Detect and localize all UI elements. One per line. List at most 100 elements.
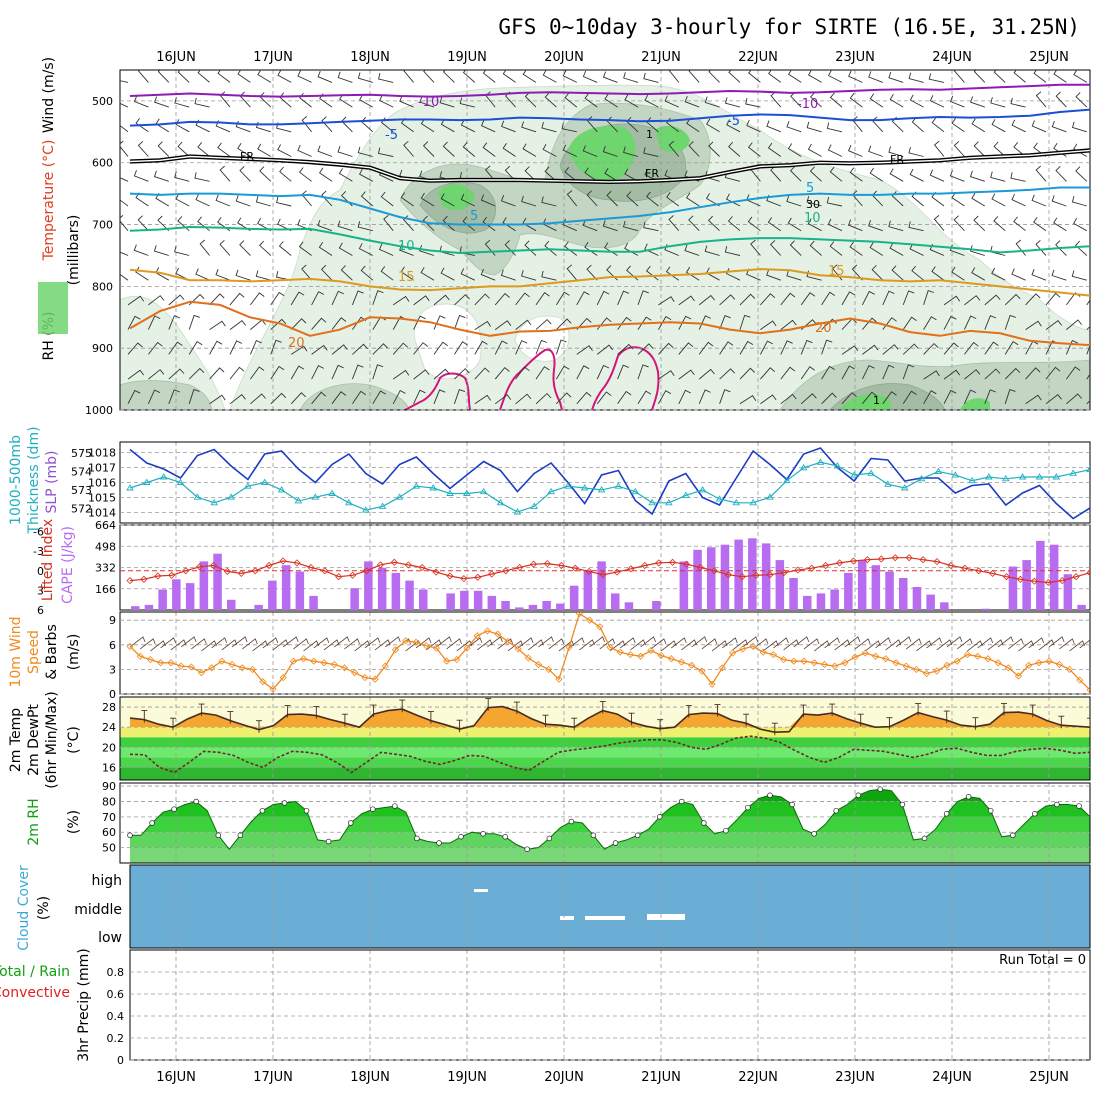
temp-area	[129, 698, 1090, 774]
rh-point	[502, 834, 508, 840]
precip-tick-label: 0.8	[107, 966, 125, 979]
wind-barb	[943, 315, 957, 330]
li-marker	[738, 573, 746, 581]
wind-barb	[943, 342, 959, 355]
wind-barb	[1051, 195, 1067, 207]
cape-bar	[364, 561, 373, 610]
li-marker	[627, 565, 635, 573]
li-marker	[279, 557, 287, 565]
wind-barb	[984, 389, 996, 404]
wind10m-barb	[599, 638, 616, 650]
wind-barb	[321, 190, 333, 207]
bottom-day-label: 22JUN	[738, 1070, 778, 1085]
li-marker	[432, 568, 440, 576]
wind-barb	[337, 146, 353, 157]
contour-label-fr-a: FR	[240, 150, 254, 163]
wind10m-barb	[1008, 638, 1024, 650]
wind-ylabel-d: (m/s)	[66, 634, 82, 671]
cape-tick-label: 498	[95, 540, 116, 553]
temp-tick-label: 28	[102, 701, 116, 714]
rh-point	[590, 832, 597, 839]
wind-barb	[419, 244, 435, 256]
bottom-day-label: 20JUN	[544, 1070, 584, 1085]
wind-barb	[474, 320, 491, 330]
cape-bar	[405, 580, 414, 610]
wind-barb	[564, 167, 578, 182]
wind-barb	[1075, 92, 1088, 108]
wind-barb	[500, 195, 516, 207]
wind-barb	[800, 366, 815, 380]
wind10m-marker	[300, 655, 308, 663]
li-marker	[808, 564, 816, 572]
rh-region-green-a	[568, 126, 636, 181]
wind-barb	[1013, 70, 1026, 83]
wind-barb	[964, 369, 981, 380]
li-marker	[321, 567, 329, 575]
cape-bar	[487, 595, 497, 610]
wind-barb	[1051, 269, 1067, 281]
rh-point	[149, 820, 155, 826]
wind-barb	[137, 70, 149, 83]
wind-barb	[460, 119, 476, 133]
wind-barb	[584, 241, 598, 256]
wind-barb	[868, 71, 883, 83]
wind-tick-label: 9	[109, 614, 116, 627]
wind-barb	[237, 70, 251, 83]
slp-tick-label: 1018	[88, 447, 116, 460]
li-marker	[766, 571, 774, 579]
wind10m-marker	[1045, 657, 1053, 665]
wind-barb	[862, 391, 877, 405]
li-marker	[1086, 569, 1090, 577]
wind-barb	[984, 368, 1001, 380]
wind-barb	[535, 392, 552, 405]
wind-barb	[1025, 394, 1042, 405]
temp-minmax-bar	[256, 720, 262, 733]
wind-barb	[1013, 142, 1026, 157]
wind-barb	[148, 295, 165, 306]
cloud-grid: high middle low	[74, 864, 1091, 949]
contour-label-1-b: 1	[873, 394, 880, 407]
top-day-label: 21JUN	[641, 50, 681, 65]
cape-bars	[131, 538, 1086, 610]
wind-barb	[821, 291, 836, 306]
li-marker	[474, 573, 482, 581]
wind-barb	[494, 366, 510, 380]
wind10m-marker	[555, 675, 563, 683]
wind-barb	[474, 340, 488, 355]
wind-barb	[868, 145, 883, 157]
wind-barb	[789, 166, 802, 182]
wind-barb	[800, 292, 816, 306]
wind-barb	[882, 391, 897, 405]
wind10m-marker	[361, 674, 369, 682]
wind10m-barb	[568, 637, 585, 649]
rh-tick-label: 90	[102, 780, 116, 793]
wind-barb	[964, 341, 979, 355]
ua-ylabel-wind: Wind (m/s)	[41, 57, 57, 133]
temp-minmax-bar	[628, 712, 635, 726]
temp-band	[120, 767, 1090, 780]
wind10m-line	[129, 612, 1090, 691]
wind10m-barb	[160, 637, 176, 649]
wind-barb	[440, 267, 455, 281]
wind-barb	[194, 172, 210, 182]
wind-barb	[535, 318, 552, 330]
wind-barb	[889, 168, 904, 182]
wind10m-marker	[871, 652, 880, 660]
wind-barb	[665, 266, 680, 281]
wind-barb	[923, 390, 937, 405]
wind-barb	[392, 295, 410, 306]
rh-point	[943, 811, 950, 817]
thickness-marker	[429, 484, 437, 491]
wind-barb	[596, 290, 610, 306]
wind-barb	[1004, 293, 1021, 306]
wind10m-barb	[589, 636, 605, 648]
wind-barb	[372, 364, 384, 380]
wind-barb	[809, 92, 822, 108]
wind10m-marker	[208, 664, 216, 672]
wind-barb	[544, 240, 557, 256]
wind-barb	[562, 218, 577, 232]
wind10m-panel: 9 6 3 0 10m Wind Speed & Barbs (m/s)	[8, 611, 1091, 701]
wind-barb	[780, 319, 797, 330]
wind-barb	[582, 145, 598, 157]
